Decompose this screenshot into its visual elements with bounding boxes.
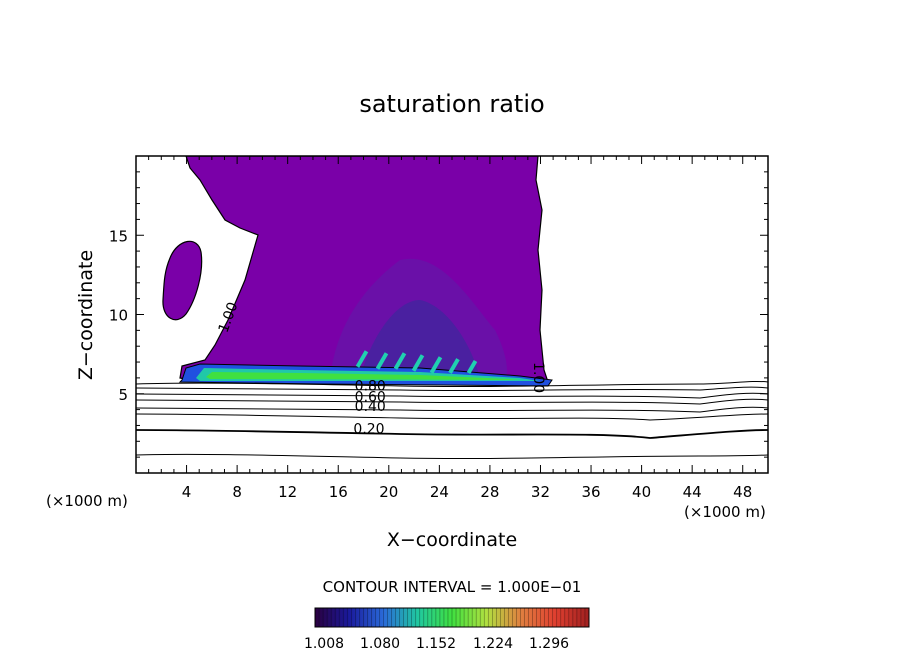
y-axis-ticks: 5 10 15 [109,171,768,458]
x-unit-left: (×1000 m) [46,492,128,510]
cloud-base-band-green [206,372,520,380]
x-tick-label: 12 [278,483,297,501]
contour-label: 0.20 [353,421,384,437]
x-unit-right: (×1000 m) [684,503,766,521]
x-tick-label: 48 [733,483,752,501]
saturation-blob [162,240,203,321]
y-tick-label: 10 [109,307,128,325]
x-tick-label: 32 [531,483,550,501]
x-tick-label: 44 [683,483,702,501]
colorbar-label: 1.224 [473,636,513,652]
x-tick-label: 16 [329,483,348,501]
x-tick-label: 36 [581,483,600,501]
contour-label: 0.60 [355,390,386,406]
colorbar [314,607,590,628]
colorbar-labels: 1.008 1.080 1.152 1.224 1.296 [304,636,569,652]
contour-label: 1.00 [530,362,546,393]
colorbar-label: 1.296 [529,636,569,652]
contour-lines [136,380,768,460]
contour-label: 0.80 [355,379,386,395]
convective-streaks [355,350,478,375]
y-tick-label: 5 [118,386,128,404]
y-tick-label: 15 [109,227,128,245]
x-tick-label: 28 [480,483,499,501]
colorbar-label: 1.152 [416,636,456,652]
saturation-core-inner [360,300,480,378]
y-axis-title: Z−coordinate [75,250,97,380]
chart-title: saturation ratio [359,90,544,118]
x-tick-label: 8 [232,483,242,501]
plot-field [136,156,768,460]
colorbar-label: 1.080 [360,636,400,652]
colorbar-label: 1.008 [304,636,344,652]
contour-label: 0.40 [355,399,386,415]
colorbar-ticks [314,608,590,627]
x-tick-label: 24 [430,483,449,501]
x-tick-label: 4 [182,483,192,501]
x-tick-label: 20 [379,483,398,501]
x-axis-title: X−coordinate [387,529,517,551]
contour-interval-caption: CONTOUR INTERVAL = 1.000E−01 [323,578,582,596]
x-axis-ticks: 4 8 12 16 20 24 28 32 36 40 44 48 [148,156,756,501]
x-tick-label: 40 [632,483,651,501]
